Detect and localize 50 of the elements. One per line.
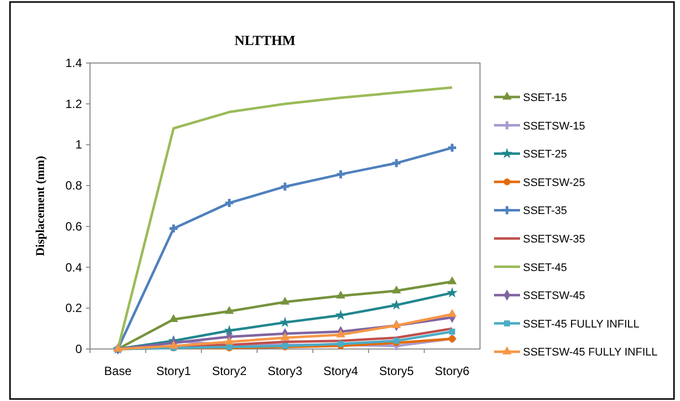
point — [225, 198, 234, 207]
legend-label: SSET-15 — [523, 92, 568, 104]
point — [392, 159, 400, 168]
y-tick-label: 0.2 — [65, 301, 82, 316]
point — [336, 170, 345, 178]
point — [449, 328, 456, 335]
x-tick-label: Story5 — [379, 364, 414, 378]
point — [336, 329, 346, 338]
point — [393, 338, 400, 344]
point — [392, 320, 401, 328]
legend-label: SSET-45 — [523, 262, 568, 274]
y-tick-label: 1.4 — [65, 56, 82, 70]
legend-label: SSETSW-15 — [523, 120, 586, 132]
y-tick-label: 0 — [75, 342, 82, 356]
legend-label: SSET-45 FULLY INFILL — [523, 318, 640, 330]
legend-label: SSET-35 — [523, 205, 568, 218]
point — [448, 144, 456, 152]
point — [446, 287, 458, 298]
legend-label: SSETSW-35 — [523, 234, 586, 246]
y-tick-label: 0.6 — [65, 219, 82, 234]
y-tick-label: 0.4 — [65, 260, 82, 274]
x-tick-label: Story4 — [323, 364, 358, 378]
chart-title: NLTTHM — [234, 34, 296, 49]
y-tick-label: 0.8 — [65, 178, 82, 193]
legend-label: SSET-25 — [523, 148, 568, 161]
y-tick-label: 1.2 — [65, 96, 82, 111]
y-axis-title: Displacement (mm) — [33, 156, 47, 256]
x-tick-label: Story6 — [434, 364, 470, 378]
point — [224, 306, 234, 314]
y-tick-label: 1 — [75, 138, 82, 152]
legend-label: SSETSW-25 — [523, 176, 586, 189]
point — [169, 314, 178, 322]
x-tick-label: Story3 — [268, 364, 303, 378]
point — [336, 290, 346, 299]
x-tick-label: Base — [104, 364, 132, 378]
point — [224, 336, 234, 344]
point — [280, 182, 290, 191]
point — [280, 316, 290, 328]
point — [392, 286, 401, 294]
point — [169, 340, 178, 349]
point — [224, 324, 235, 336]
x-tick-label: Story1 — [156, 364, 192, 378]
legend-label: SSETSW-45 FULLY INFILL — [523, 346, 658, 359]
point — [448, 276, 457, 284]
point — [448, 309, 457, 317]
x-tick-label: Story2 — [212, 364, 247, 378]
point — [170, 224, 178, 232]
point — [280, 296, 290, 305]
point — [280, 332, 290, 340]
legend-label: SSETSW-45 — [523, 290, 586, 302]
